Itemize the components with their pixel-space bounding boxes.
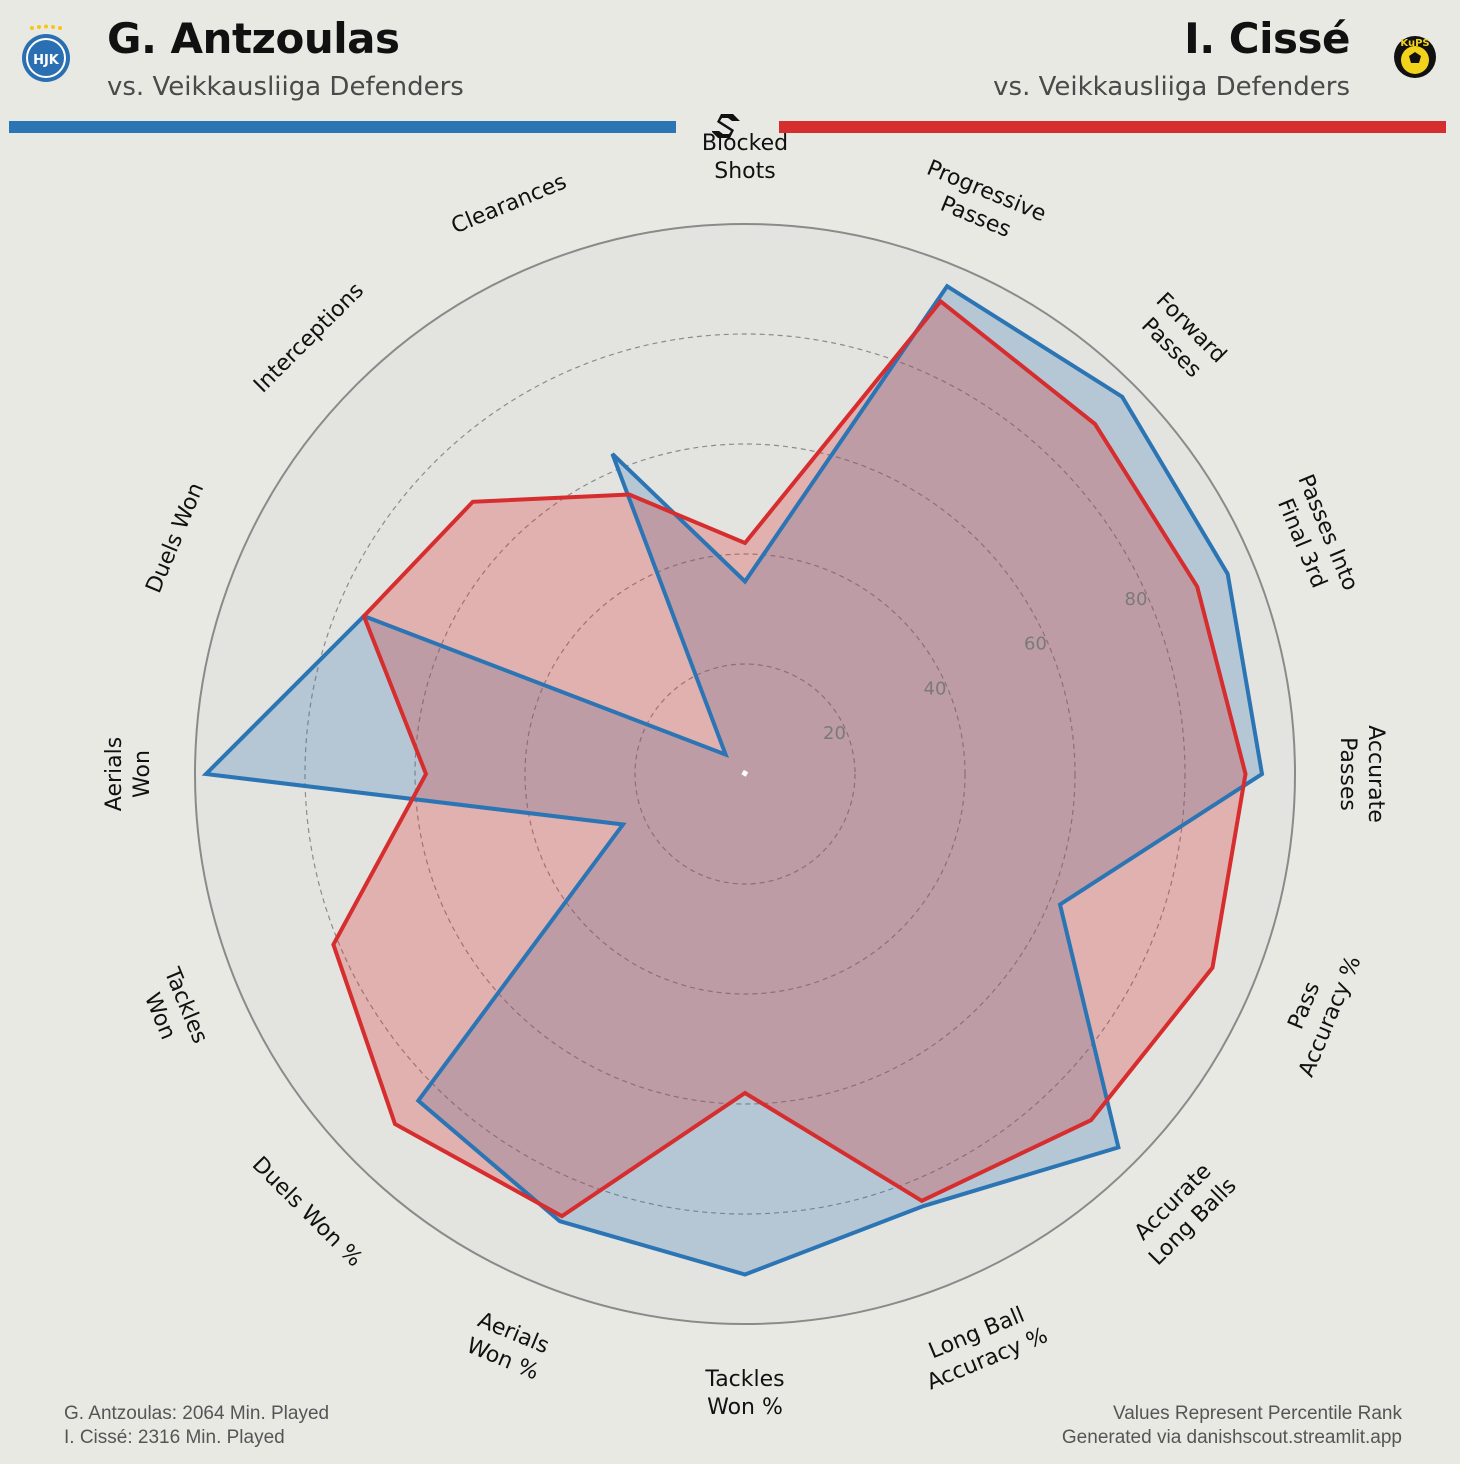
radar-grid-ring-80 — [304, 333, 1186, 1215]
radar-grid-ring-20 — [634, 663, 856, 885]
svg-text:Duels Won %: Duels Won % — [247, 1152, 367, 1272]
radar-center-mark — [741, 769, 749, 777]
radar-category-label: Interceptions — [249, 278, 369, 398]
svg-text:ForwardPasses: ForwardPasses — [1131, 288, 1231, 388]
player2-subtitle: vs. Veikkausliiga Defenders — [993, 72, 1350, 102]
svg-text:Passes IntoFinal 3rd: Passes IntoFinal 3rd — [1267, 471, 1363, 605]
svg-text:AerialsWon %: AerialsWon % — [463, 1307, 553, 1385]
footer-minutes-p1: G. Antzoulas: 2064 Min. Played — [64, 1403, 330, 1424]
radar-category-label: Long BallAccuracy % — [913, 1297, 1052, 1396]
radar-tick-label: 40 — [924, 678, 947, 699]
radar-category-label: AerialsWon % — [463, 1307, 553, 1386]
radar-category-label: Duels Won — [141, 479, 209, 597]
svg-text:Interceptions: Interceptions — [249, 278, 369, 398]
kups-crest-text: KuPS — [1400, 38, 1429, 49]
svg-text:Long BallAccuracy %: Long BallAccuracy % — [913, 1297, 1052, 1395]
hjk-crest-icon: HJK — [22, 24, 70, 82]
svg-text:TacklesWon %: Tackles Won % — [704, 1367, 784, 1420]
player2-color-bar — [779, 121, 1446, 133]
svg-text:PassAccuracy %: PassAccuracy % — [1268, 942, 1366, 1081]
svg-text:ProgressivePasses: ProgressivePasses — [912, 156, 1049, 253]
series-fill-2 — [333, 301, 1246, 1217]
radar-category-label: ProgressivePasses — [912, 156, 1049, 253]
footer-minutes-p2: I. Cissé: 2316 Min. Played — [64, 1427, 285, 1448]
radar-category-label: Aerials Won — [102, 737, 155, 811]
radar-category-label: Clearances — [448, 169, 570, 239]
series-outline-2 — [331, 298, 1248, 1219]
radar-category-label: Blocked Shots — [702, 131, 788, 184]
radar-category-label: ForwardPasses — [1131, 288, 1231, 388]
hjk-crest-text: HJK — [33, 53, 60, 68]
player1-subtitle: vs. Veikkausliiga Defenders — [107, 72, 464, 102]
player1-color-bar — [9, 121, 676, 133]
player2-name: I. Cissé — [1184, 14, 1350, 63]
series-outline-1 — [201, 283, 1265, 1277]
svg-text:AccurateLong Balls: AccurateLong Balls — [1125, 1154, 1242, 1271]
svg-text:AerialsWon: Aerials Won — [102, 737, 155, 811]
radar-category-label: Passes IntoFinal 3rd — [1267, 471, 1363, 605]
svg-text:Duels Won: Duels Won — [141, 479, 209, 597]
radar-category-label: Tackles Won % — [704, 1367, 784, 1420]
svg-text:TacklesWon: TacklesWon — [133, 963, 213, 1057]
player1-name: G. Antzoulas — [107, 14, 400, 63]
footer-source: Generated via danishscout.streamlit.app — [1061, 1427, 1402, 1448]
radar-grid-ring-60 — [414, 443, 1076, 1105]
radar-category-label: PassAccuracy % — [1268, 942, 1367, 1081]
radar-grid-ring-40 — [524, 553, 966, 995]
svg-text:AccuratePasses: AccuratePasses — [1335, 725, 1388, 823]
radar-tick-label: 60 — [1024, 634, 1047, 655]
footer-note: Values Represent Percentile Rank — [1112, 1403, 1402, 1424]
series-fill-1 — [206, 286, 1262, 1275]
radar-tick-label: 20 — [823, 723, 846, 744]
svg-text:Clearances: Clearances — [448, 169, 570, 239]
kups-crest-icon: KuPS — [1394, 36, 1436, 78]
danishscout-logo-icon — [712, 114, 740, 138]
radar-category-label: AccuratePasses — [1335, 725, 1388, 823]
radar-category-label: AccurateLong Balls — [1125, 1154, 1242, 1271]
radar-category-label: Duels Won % — [247, 1152, 367, 1272]
radar-category-label: TacklesWon — [133, 963, 213, 1057]
radar-tick-label: 80 — [1125, 589, 1148, 610]
